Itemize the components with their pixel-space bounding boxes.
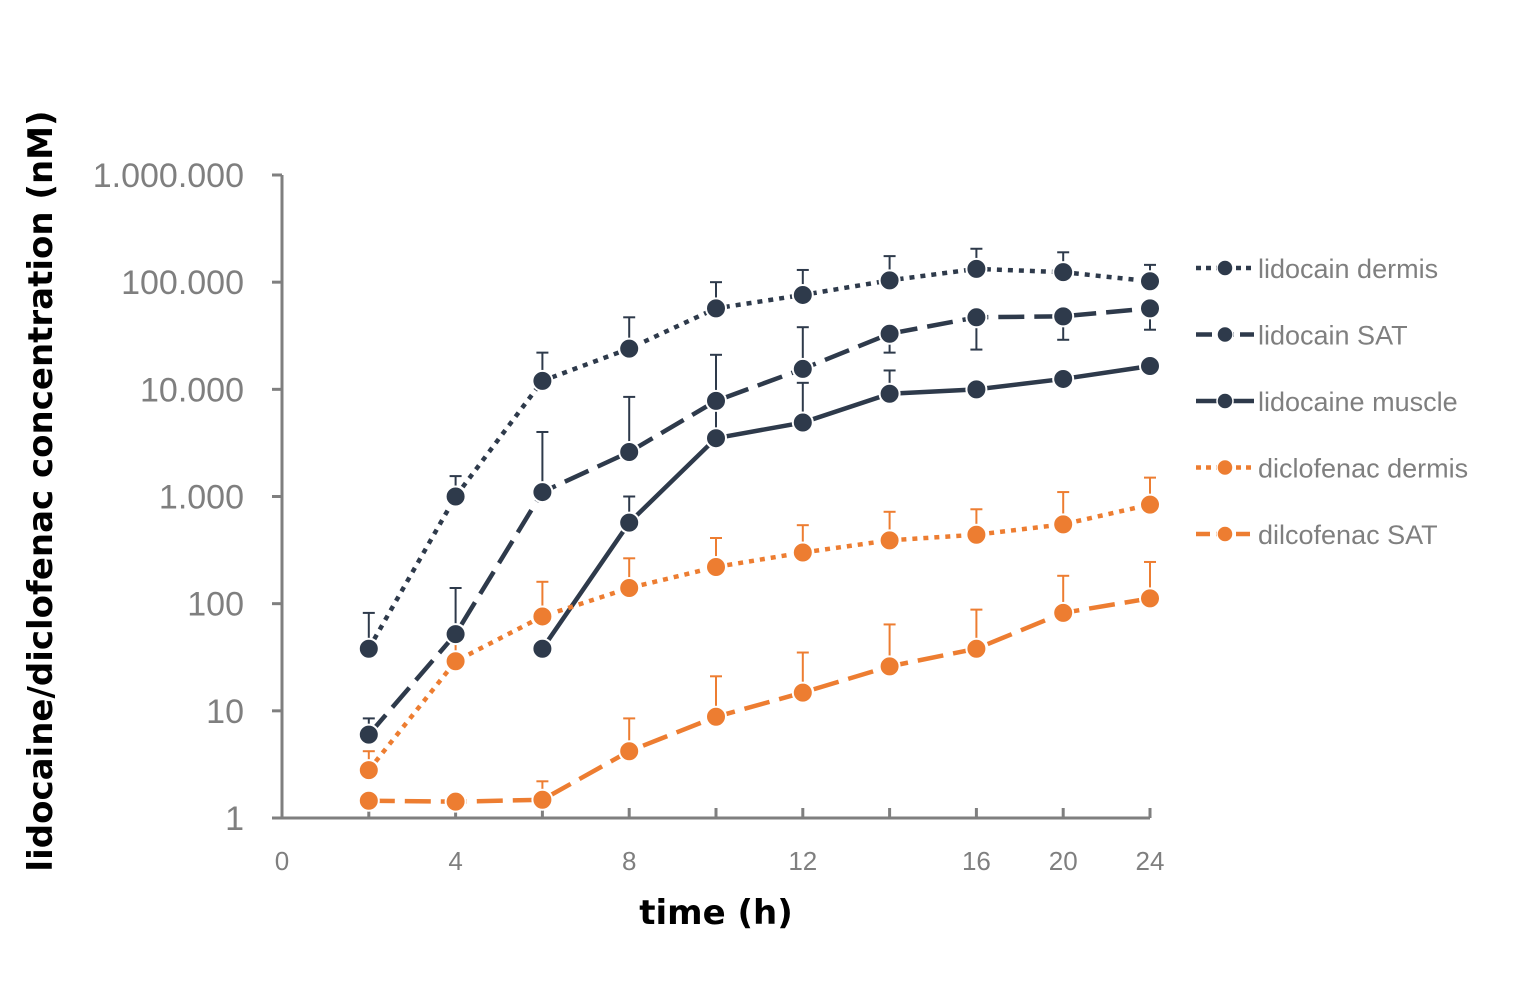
- series-lines: [366, 266, 1151, 804]
- y-tick-label: 100.000: [121, 264, 244, 302]
- legend-label-lidocain-dermis: lidocain dermis: [1258, 254, 1438, 284]
- data-point-lidocain-sat: [1052, 305, 1075, 328]
- y-tick-label: 10: [206, 693, 244, 731]
- data-point-lidocain-dermis: [618, 337, 641, 360]
- data-point-lidocain-dermis: [444, 485, 467, 508]
- data-point-lidocain-dermis: [1052, 261, 1075, 284]
- data-point-diclofenac-dermis: [1052, 513, 1075, 536]
- data-point-dilcofenac-sat: [1139, 587, 1161, 610]
- data-point-diclofenac-dermis: [531, 605, 554, 628]
- data-point-lidocain-dermis: [357, 637, 380, 660]
- data-point-lidocain-sat: [878, 322, 901, 345]
- series-line-lidocain-sat: [367, 306, 1151, 737]
- data-point-lidocain-sat: [965, 306, 988, 329]
- series-line-dilcofenac-sat: [368, 596, 1151, 804]
- data-point-lidocain-dermis: [1139, 270, 1161, 293]
- data-point-dilcofenac-sat: [1052, 601, 1075, 624]
- x-tick-label: 16: [962, 846, 991, 876]
- data-point-lidocaine-muscle: [531, 637, 554, 660]
- y-axis-title: lidocaine/diclofenac concentration (nM): [21, 110, 61, 871]
- data-points: [357, 257, 1161, 813]
- data-point-diclofenac-dermis: [1139, 493, 1161, 516]
- data-point-diclofenac-dermis: [357, 759, 380, 782]
- data-point-lidocain-sat: [357, 723, 380, 746]
- x-tick-label: 8: [622, 846, 636, 876]
- data-point-lidocain-dermis: [705, 297, 727, 320]
- data-point-dilcofenac-sat: [444, 790, 467, 813]
- data-point-lidocain-sat: [618, 441, 641, 464]
- legend-marker-lidocain-dermis: [1216, 259, 1234, 277]
- series-line-lidocaine-muscle: [540, 363, 1151, 650]
- x-axis-title: time (h): [639, 893, 793, 933]
- data-point-lidocain-sat: [1139, 297, 1161, 320]
- y-tick-label: 10.000: [140, 371, 244, 409]
- data-point-dilcofenac-sat: [965, 637, 988, 660]
- data-point-lidocain-sat: [791, 357, 814, 380]
- legend-marker-lidocain-sat: [1216, 325, 1234, 344]
- data-point-dilcofenac-sat: [618, 740, 641, 763]
- data-point-dilcofenac-sat: [878, 655, 901, 678]
- data-point-lidocain-sat: [531, 481, 554, 504]
- data-point-dilcofenac-sat: [357, 789, 380, 812]
- x-tick-label: 12: [788, 846, 817, 876]
- y-tick-label: 1.000: [159, 479, 244, 517]
- legend-label-dilcofenac-sat: dilcofenac SAT: [1258, 520, 1438, 550]
- data-point-lidocain-dermis: [531, 369, 554, 392]
- data-point-diclofenac-dermis: [791, 541, 814, 564]
- data-point-diclofenac-dermis: [705, 555, 727, 578]
- error-bars: [362, 247, 1156, 800]
- y-tick-label: 100: [187, 586, 244, 624]
- y-tick-label: 1.000.000: [93, 157, 244, 195]
- data-point-lidocain-dermis: [878, 269, 901, 292]
- data-point-lidocain-dermis: [965, 257, 988, 280]
- x-tick-label: 4: [448, 846, 462, 876]
- data-point-lidocaine-muscle: [965, 378, 988, 401]
- data-point-diclofenac-dermis: [618, 577, 641, 600]
- legend-label-lidocain-sat: lidocain SAT: [1258, 321, 1408, 351]
- x-tick-label: 24: [1136, 846, 1165, 876]
- data-point-lidocain-sat: [444, 623, 467, 646]
- data-point-lidocaine-muscle: [618, 511, 641, 534]
- legend-marker-lidocaine-muscle: [1216, 392, 1234, 410]
- data-point-lidocaine-muscle: [878, 382, 901, 405]
- data-point-lidocaine-muscle: [1139, 355, 1161, 378]
- legend-label-diclofenac-dermis: diclofenac dermis: [1258, 454, 1468, 484]
- legend-marker-diclofenac-dermis: [1216, 458, 1234, 477]
- data-point-dilcofenac-sat: [791, 681, 814, 704]
- x-tick-label: 20: [1049, 846, 1078, 876]
- data-point-diclofenac-dermis: [965, 523, 988, 546]
- y-tick-label: 1: [225, 800, 244, 838]
- series-line-diclofenac-dermis: [367, 502, 1151, 772]
- axes: 1 10 100 1.000 10.000 100.000 1.000.000 0 4 8 12 16…: [93, 157, 1165, 876]
- legend: lidocain dermis lidocain SAT lidocaine mus…: [1196, 254, 1468, 550]
- data-point-lidocaine-muscle: [791, 411, 814, 434]
- legend-marker-dilcofenac-sat: [1216, 525, 1234, 543]
- data-point-lidocaine-muscle: [1052, 367, 1075, 390]
- data-point-dilcofenac-sat: [531, 788, 554, 811]
- data-point-diclofenac-dermis: [444, 650, 467, 673]
- data-point-lidocain-dermis: [791, 283, 814, 306]
- data-point-dilcofenac-sat: [705, 705, 727, 728]
- data-point-lidocaine-muscle: [705, 427, 727, 450]
- legend-label-lidocaine-muscle: lidocaine muscle: [1258, 387, 1458, 417]
- data-point-lidocain-sat: [705, 389, 727, 412]
- series-line-lidocain-dermis: [366, 266, 1151, 650]
- x-tick-label: 0: [275, 846, 289, 876]
- data-point-diclofenac-dermis: [878, 529, 901, 552]
